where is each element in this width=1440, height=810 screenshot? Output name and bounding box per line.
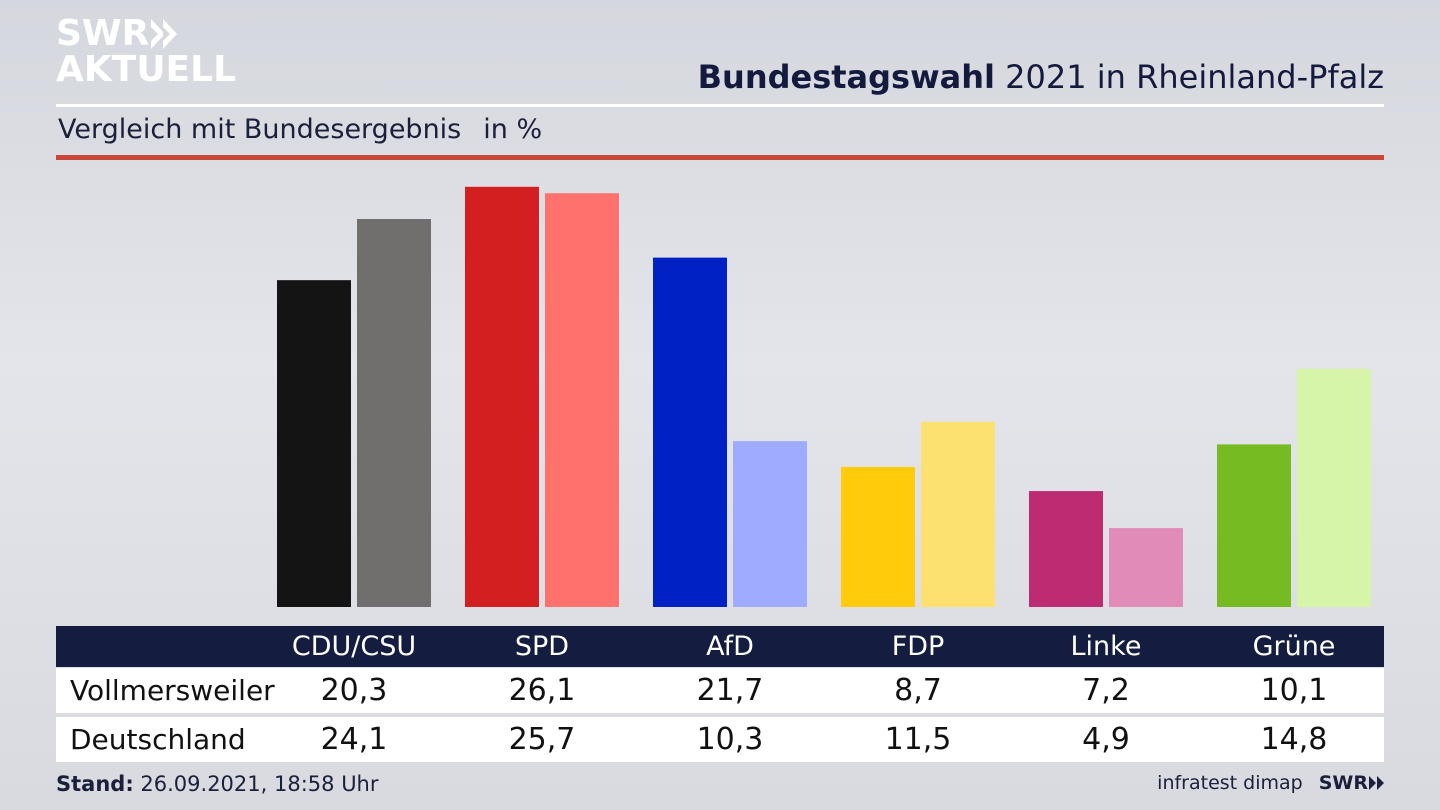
value-cdu-csu-vollmersweiler: 20,3 [320, 673, 388, 708]
column-header-afd: AfD [706, 631, 754, 662]
footer-chevron-icon [1369, 776, 1376, 790]
logo-chevrons-icon [151, 19, 178, 49]
logo-aktuell-text: AKTUELL [56, 49, 237, 90]
footer-brand-text: SWR [1318, 772, 1368, 794]
bar-afd-deutschland [733, 441, 807, 607]
value-afd-deutschland: 10,3 [696, 722, 764, 757]
bar-spd-vollmersweiler [465, 186, 539, 608]
bar-fdp-vollmersweiler [841, 466, 915, 607]
table-row-vollmersweiler: Vollmersweiler 20,3 26,1 21,7 8,7 7,2 10,1 [56, 668, 1384, 713]
column-header-linke: Linke [1070, 631, 1142, 662]
value-gr-ne-vollmersweiler: 10,1 [1260, 673, 1328, 708]
value-cdu-csu-deutschland: 24,1 [320, 722, 388, 757]
bar-spd-deutschland [545, 193, 619, 608]
footer-chevron-icon [1377, 776, 1384, 790]
timestamp: Stand: 26.09.2021, 18:58 Uhr [56, 772, 379, 796]
value-linke-vollmersweiler: 7,2 [1082, 673, 1130, 708]
logo-swr-text: SWR [56, 13, 150, 54]
source-text: infratest dimap [1157, 772, 1303, 794]
bar-cdu-csu-vollmersweiler [277, 280, 351, 607]
subtitle-text: Vergleich mit Bundesergebnis [58, 114, 462, 145]
title-rest: 2021 in Rheinland-Pfalz [1005, 58, 1384, 96]
bar-gr-ne-vollmersweiler [1217, 444, 1291, 607]
value-fdp-vollmersweiler: 8,7 [894, 673, 942, 708]
column-header-cdu-csu: CDU/CSU [291, 631, 417, 662]
table-row-deutschland: Deutschland 24,1 25,7 10,3 11,5 4,9 14,8 [56, 717, 1384, 762]
title-divider [56, 104, 1384, 107]
row-label-deutschland: Deutschland [70, 723, 246, 756]
column-header-fdp: FDP [891, 631, 945, 662]
stand-label: Stand: [56, 772, 134, 796]
unit-label: in % [483, 114, 543, 145]
table-header-row: CDU/CSU SPD AfD FDP Linke Grüne [56, 626, 1384, 667]
value-gr-ne-deutschland: 14,8 [1260, 722, 1328, 757]
bar-linke-deutschland [1109, 528, 1183, 607]
subtitle-divider [56, 155, 1384, 160]
title-bold: Bundestagswahl [697, 58, 995, 96]
value-afd-vollmersweiler: 21,7 [696, 673, 764, 708]
chart-subtitle: Vergleich mit Bundesergebnis in % [58, 114, 542, 145]
bar-gr-ne-deutschland [1297, 368, 1371, 607]
swr-aktuell-logo: SWR AKTUELL [56, 16, 236, 88]
column-header-spd: SPD [514, 631, 570, 662]
bar-afd-vollmersweiler [653, 257, 727, 607]
value-spd-deutschland: 25,7 [508, 722, 576, 757]
value-linke-deutschland: 4,9 [1082, 722, 1130, 757]
bar-fdp-deutschland [921, 421, 995, 607]
bar-cdu-csu-deutschland [357, 218, 431, 608]
page-title: Bundestagswahl 2021 in Rheinland-Pfalz [698, 58, 1384, 96]
swr-footer-logo: SWR [1319, 772, 1384, 794]
stand-value: 26.09.2021, 18:58 Uhr [140, 772, 379, 796]
source-credit: infratest dimap SWR [1157, 772, 1384, 794]
bar-linke-vollmersweiler [1029, 491, 1103, 607]
value-spd-vollmersweiler: 26,1 [508, 673, 576, 708]
row-label-vollmersweiler: Vollmersweiler [70, 674, 275, 707]
column-header-gr-ne: Grüne [1252, 631, 1336, 662]
value-fdp-deutschland: 11,5 [884, 722, 952, 757]
